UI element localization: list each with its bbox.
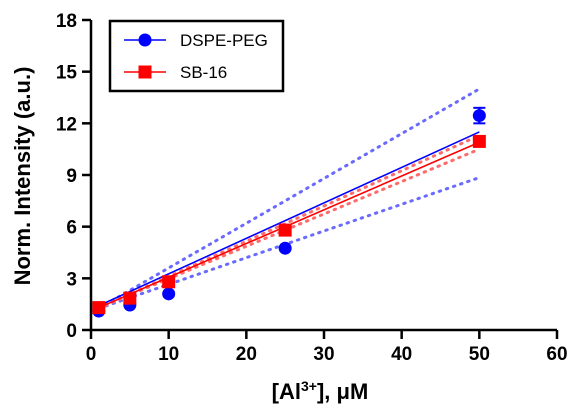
x-tick-label: 50	[469, 344, 490, 365]
sb-16-point	[92, 301, 106, 315]
y-tick-label: 18	[56, 11, 77, 32]
x-tick-label: 30	[313, 344, 334, 365]
sb-16-point	[123, 291, 137, 305]
dspe-peg-point	[162, 287, 176, 301]
legend-sb-16-marker	[138, 65, 152, 79]
x-tick-label: 40	[391, 344, 412, 365]
x-tick-label: 60	[546, 344, 567, 365]
confidence-bands	[97, 87, 481, 310]
y-ticks: 0 3 6 9 12 15 18	[56, 11, 91, 342]
sb-16-point	[278, 223, 292, 237]
x-tick-label: 20	[236, 344, 257, 365]
legend-sb-16-label: SB-16	[180, 63, 227, 82]
legend-dspe-peg-marker	[138, 33, 152, 47]
legend-box	[108, 19, 285, 93]
y-axis-title: Norm. Intensity (a.u.)	[10, 67, 35, 286]
y-tick-label: 12	[56, 114, 77, 135]
x-ticks: 0 10 20 30 40 50 60	[86, 330, 568, 365]
x-axis-title: [Al3+], μM	[272, 378, 369, 404]
dspe-peg-point	[472, 109, 486, 123]
legend: DSPE-PEG SB-16	[108, 19, 285, 93]
dspe-peg-point	[278, 241, 292, 255]
dspe-peg-fit-line	[98, 131, 480, 307]
legend-dspe-peg-label: DSPE-PEG	[180, 31, 268, 50]
y-tick-label: 15	[56, 63, 78, 84]
data-points	[92, 106, 486, 318]
fit-lines	[98, 131, 480, 309]
y-tick-label: 9	[66, 166, 77, 187]
x-tick-label: 10	[158, 344, 179, 365]
y-tick-label: 6	[66, 218, 77, 239]
dspe-peg-ci-upper	[97, 87, 481, 310]
sb-16-point	[162, 275, 176, 289]
y-tick-label: 0	[66, 321, 77, 342]
x-tick-label: 0	[86, 344, 97, 365]
y-tick-label: 3	[66, 269, 77, 290]
sb-16-point	[472, 134, 486, 148]
